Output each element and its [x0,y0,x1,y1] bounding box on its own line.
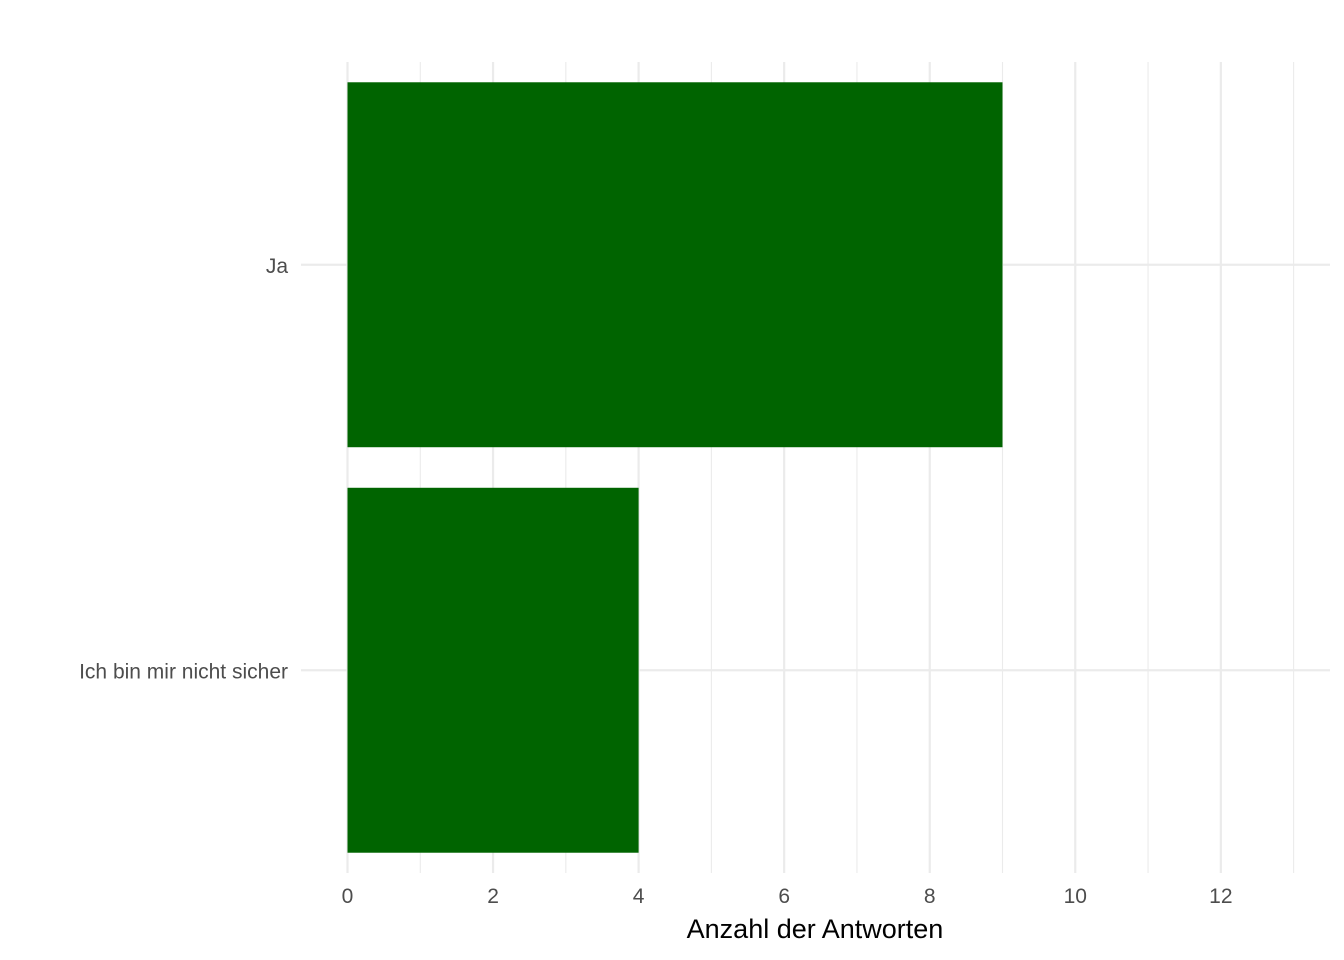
x-tick-label: 0 [342,885,354,908]
x-tick-label: 4 [633,885,645,908]
x-tick-label: 6 [778,885,790,908]
x-tick-label: 12 [1209,885,1232,908]
bar-ich-bin-mir-nicht-sicher [347,487,639,853]
x-tick-label: 8 [924,885,936,908]
x-axis-title: Anzahl der Antworten [687,914,944,944]
x-tick-label: 2 [487,885,499,908]
x-axis-ticks: 0 2 4 6 8 10 12 [342,885,1233,908]
y-axis-ticks: Ja Ich bin mir nicht sicher [79,255,288,684]
bar-ja [347,82,1003,448]
y-tick-label: Ich bin mir nicht sicher [79,660,288,683]
y-tick-label: Ja [266,255,289,278]
x-tick-label: 10 [1064,885,1087,908]
bars [347,82,1003,853]
